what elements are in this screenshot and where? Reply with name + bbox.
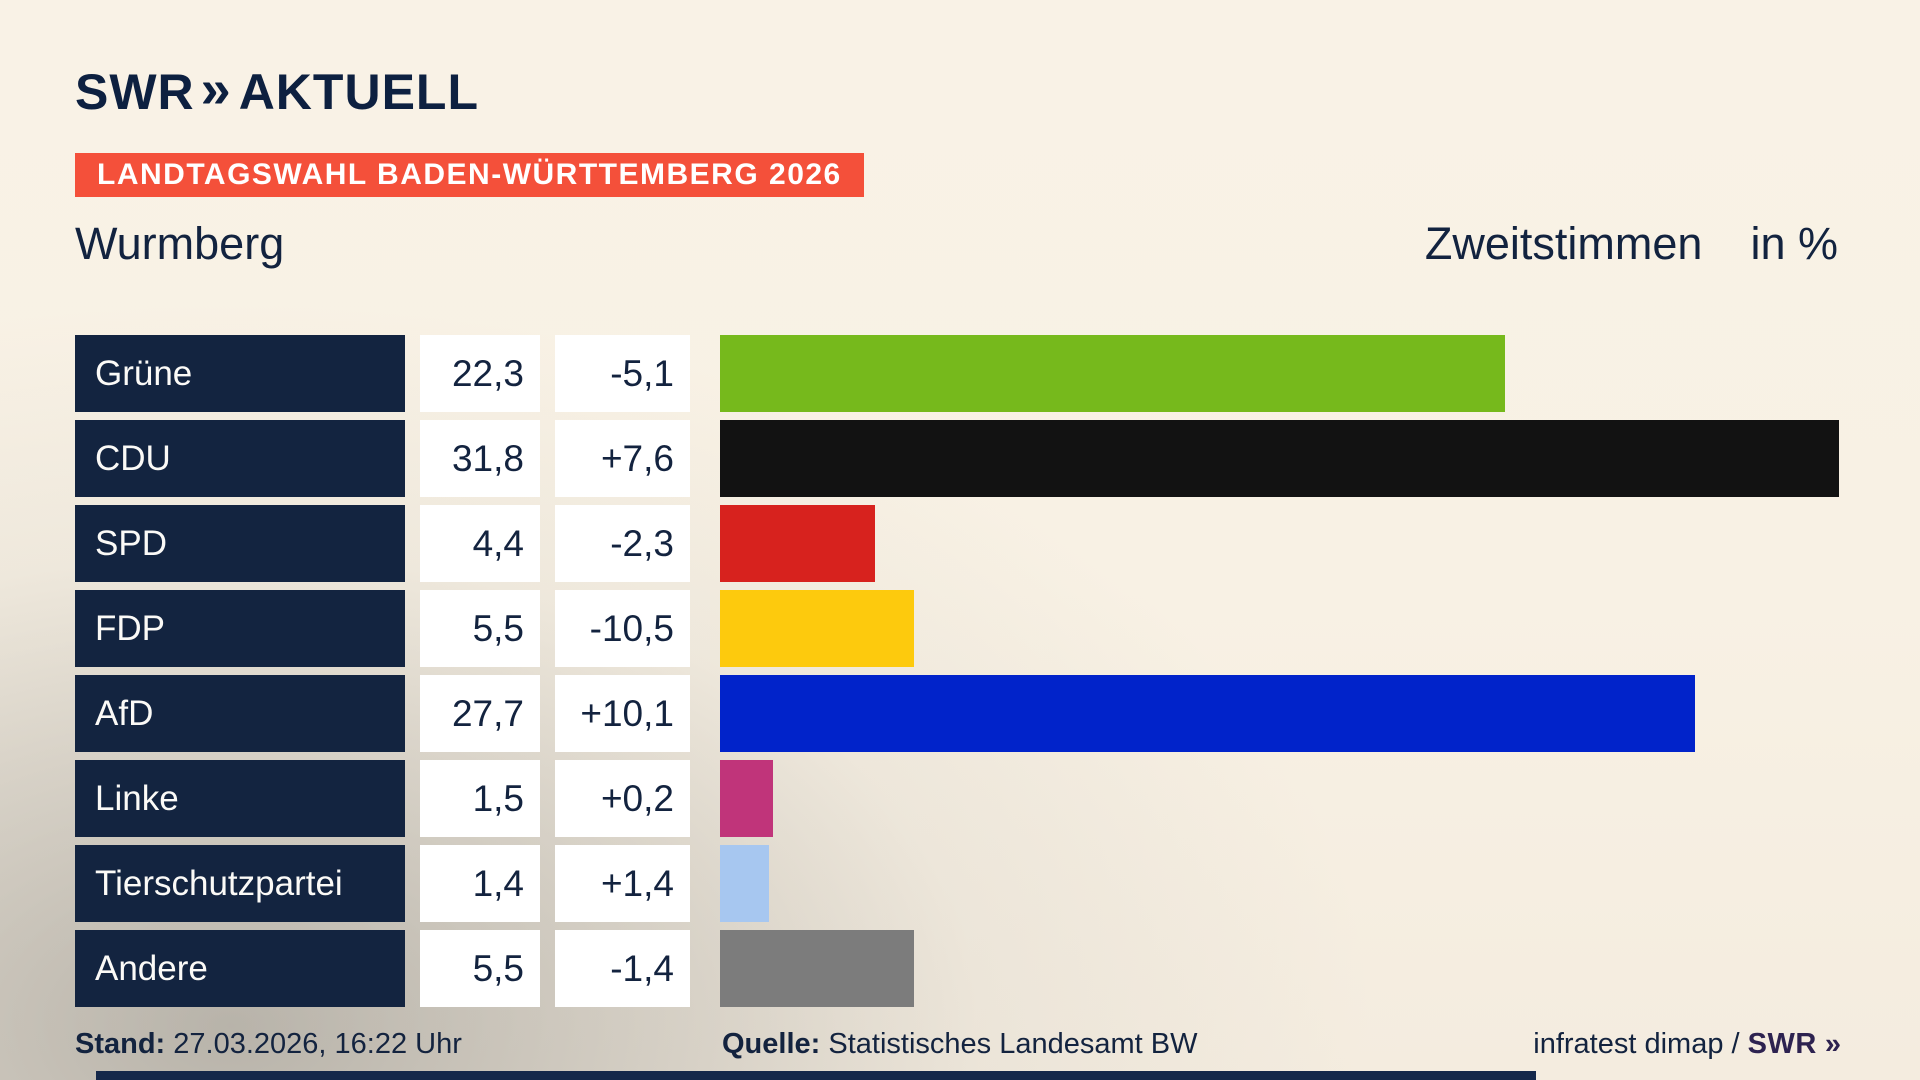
party-result-bar	[720, 420, 1839, 497]
municipality-title: Wurmberg	[75, 218, 285, 269]
party-value-cell: 1,5	[420, 760, 540, 837]
party-result-bar	[720, 845, 769, 922]
party-result-bar	[720, 505, 875, 582]
party-result-bar	[720, 930, 914, 1007]
swr-logo-text: SWR	[75, 64, 195, 120]
party-result-bar	[720, 590, 914, 667]
party-change-cell: -2,3	[555, 505, 690, 582]
unit-label: in %	[1750, 218, 1838, 269]
measure-label: Zweitstimmen	[1424, 218, 1703, 269]
party-change-cell: -5,1	[555, 335, 690, 412]
table-row-fdp: FDP 5,5 -10,5	[75, 590, 1839, 667]
table-row-gruene: Grüne 22,3 -5,1	[75, 335, 1839, 412]
stand-value: 27.03.2026, 16:22 Uhr	[173, 1028, 462, 1060]
aktuell-logo-text: AKTUELL	[238, 64, 480, 120]
party-value-cell: 22,3	[420, 335, 540, 412]
table-row-andere: Andere 5,5 -1,4	[75, 930, 1839, 1007]
table-row-afd: AfD 27,7 +10,1	[75, 675, 1839, 752]
party-change-cell: -10,5	[555, 590, 690, 667]
party-change-cell: +0,2	[555, 760, 690, 837]
credit-chevron-icon: »	[1824, 1028, 1841, 1060]
credit-swr-logo: SWR	[1747, 1028, 1817, 1060]
party-result-bar	[720, 760, 773, 837]
measure-title: Zweitstimmen in %	[1425, 218, 1838, 270]
party-value-cell: 27,7	[420, 675, 540, 752]
election-banner: LANDTAGSWAHL BADEN-WÜRTTEMBERG 2026	[75, 153, 864, 197]
party-change-cell: -1,4	[555, 930, 690, 1007]
party-name-cell: Grüne	[75, 335, 405, 412]
party-result-bar	[720, 675, 1695, 752]
party-name-cell: FDP	[75, 590, 405, 667]
credit-text: infratest dimap /	[1533, 1028, 1748, 1060]
party-value-cell: 31,8	[420, 420, 540, 497]
credit-note: infratest dimap / SWR »	[1533, 1028, 1841, 1061]
party-change-cell: +10,1	[555, 675, 690, 752]
title-row: Wurmberg Zweitstimmen in %	[0, 218, 1920, 274]
bottom-progress-bar	[96, 1071, 1536, 1080]
swr-aktuell-logo: SWR » AKTUELL	[75, 58, 479, 126]
double-chevron-icon: »	[200, 59, 231, 119]
status-timestamp: Stand: 27.03.2026, 16:22 Uhr	[75, 1028, 462, 1061]
party-value-cell: 1,4	[420, 845, 540, 922]
quelle-value: Statistisches Landesamt BW	[828, 1028, 1198, 1060]
table-row-spd: SPD 4,4 -2,3	[75, 505, 1839, 582]
party-name-cell: Linke	[75, 760, 405, 837]
source-note: Quelle: Statistisches Landesamt BW	[722, 1028, 1197, 1061]
party-result-bar	[720, 335, 1505, 412]
table-row-linke: Linke 1,5 +0,2	[75, 760, 1839, 837]
party-name-cell: Andere	[75, 930, 405, 1007]
table-row-cdu: CDU 31,8 +7,6	[75, 420, 1839, 497]
party-value-cell: 4,4	[420, 505, 540, 582]
party-change-cell: +1,4	[555, 845, 690, 922]
results-table: Grüne 22,3 -5,1 CDU 31,8 +7,6 SPD 4,4 -2…	[75, 335, 1839, 1015]
party-change-cell: +7,6	[555, 420, 690, 497]
party-name-cell: CDU	[75, 420, 405, 497]
party-name-cell: Tierschutzpartei	[75, 845, 405, 922]
table-row-tierschutzpartei: Tierschutzpartei 1,4 +1,4	[75, 845, 1839, 922]
stand-label: Stand:	[75, 1028, 166, 1060]
party-value-cell: 5,5	[420, 590, 540, 667]
quelle-label: Quelle:	[722, 1028, 821, 1060]
party-name-cell: AfD	[75, 675, 405, 752]
party-name-cell: SPD	[75, 505, 405, 582]
party-value-cell: 5,5	[420, 930, 540, 1007]
